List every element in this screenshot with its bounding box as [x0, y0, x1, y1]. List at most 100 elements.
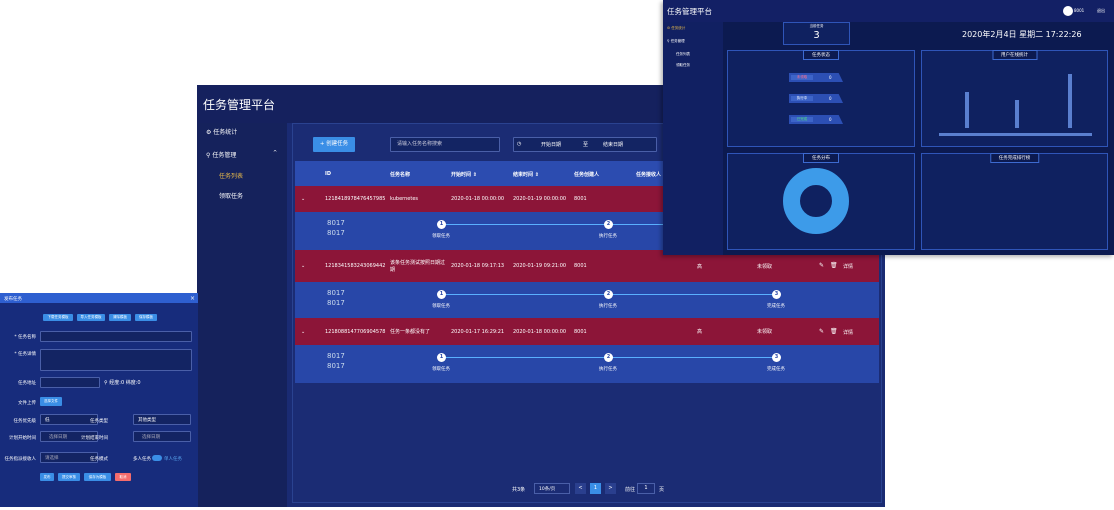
- label: 任务优先级: [13, 419, 37, 424]
- header-cell: 开始时间 ⇕: [451, 172, 477, 178]
- mode-single: 单人任务: [164, 457, 182, 462]
- donut: [783, 168, 849, 234]
- action-button[interactable]: 取消: [115, 473, 131, 481]
- panel-title: 任务分布: [803, 153, 839, 163]
- expand-icon[interactable]: ⌄: [301, 196, 306, 202]
- expand-text: 8017: [327, 289, 345, 297]
- row-dot: [314, 330, 317, 333]
- edit-icon[interactable]: ✎: [819, 262, 825, 269]
- template-button[interactable]: 导入任务模板: [77, 314, 105, 321]
- detail-input[interactable]: [40, 349, 192, 371]
- menu-item[interactable]: ⚲ 任务管理: [667, 39, 685, 43]
- label: 任务指派接收人: [4, 457, 37, 462]
- close[interactable]: ×: [190, 295, 196, 302]
- date-range[interactable]: [513, 137, 657, 152]
- type-select[interactable]: 其他类型: [133, 414, 191, 425]
- template-button[interactable]: 保存模板: [135, 314, 157, 321]
- expand-text: 8017: [327, 352, 345, 360]
- user: 8001: [1074, 8, 1085, 13]
- cell-id: 1218088147706904578: [325, 328, 386, 335]
- table-row: [295, 318, 879, 345]
- app-title: 任务管理平台: [667, 7, 712, 16]
- coords: ⚲ 经度:0 纬度:0: [104, 380, 141, 386]
- label: * 任务详情: [14, 352, 36, 357]
- status-label: 执行中: [791, 96, 813, 101]
- step-number: 1: [437, 353, 446, 362]
- next[interactable]: >: [605, 483, 616, 494]
- menu-item[interactable]: 领取任务: [219, 193, 244, 200]
- expand-text: 8017: [327, 362, 345, 370]
- coords-text: 经度:0 纬度:0: [109, 380, 141, 386]
- expand-row: [295, 345, 879, 383]
- prev[interactable]: <: [575, 483, 586, 494]
- expand-row: [295, 282, 879, 318]
- step-label: 执行任务: [599, 367, 617, 372]
- chevron: ^: [273, 150, 278, 156]
- menu-item[interactable]: 任务列表: [219, 173, 244, 180]
- action-button[interactable]: 发布: [40, 473, 54, 481]
- panel-title: 用户在线统计: [992, 50, 1037, 60]
- menu-item[interactable]: ⚙ 任务统计: [667, 26, 686, 30]
- menu-item[interactable]: 任务列表: [676, 52, 690, 56]
- goto-input[interactable]: 1: [637, 483, 655, 494]
- clock-icon: ◷: [517, 141, 522, 147]
- sidebar: [663, 22, 723, 255]
- search-input[interactable]: 请输入任务名称搜索: [390, 137, 500, 152]
- expand-text: 8017: [327, 219, 345, 227]
- current-value: 3: [813, 30, 820, 41]
- step-number: 3: [772, 290, 781, 299]
- step-number: 2: [604, 290, 613, 299]
- menu-text: 任务统计: [213, 129, 238, 136]
- address-input[interactable]: [40, 377, 100, 388]
- goto: 前往: [625, 487, 636, 493]
- row-dot: [314, 265, 317, 268]
- mode-switch[interactable]: [152, 455, 162, 461]
- datetime: 2020年2月4日 星期二 17:22:26: [962, 30, 1082, 39]
- template-button[interactable]: 下载任务模板: [43, 314, 73, 321]
- step-label: 领取任务: [432, 367, 450, 372]
- upload-button[interactable]: 选择文件: [40, 397, 62, 406]
- cell-id: 1218418978476457985: [325, 196, 386, 202]
- delete-icon[interactable]: 🗑: [830, 327, 838, 335]
- create-button[interactable]: + 创建任务: [313, 137, 355, 152]
- status-label: 未领取: [791, 75, 813, 80]
- priority-select[interactable]: 低: [40, 414, 98, 425]
- total: 共3条: [512, 487, 526, 493]
- detail-link[interactable]: 详情: [843, 329, 854, 336]
- assignee-select[interactable]: 请选择: [40, 452, 98, 463]
- detail-link[interactable]: 详情: [843, 264, 854, 270]
- logout[interactable]: 退出: [1097, 8, 1105, 13]
- panel-title: 任务状态: [803, 50, 839, 60]
- page[interactable]: 1: [590, 483, 601, 494]
- name-input[interactable]: [40, 331, 192, 342]
- menu-item[interactable]: 领取任务: [676, 63, 690, 67]
- template-button[interactable]: 清除模板: [109, 314, 131, 321]
- cell-start: 2020-01-17 16:29:21: [451, 328, 505, 335]
- start-date: 开始日期: [541, 142, 562, 148]
- step-number: 2: [604, 353, 613, 362]
- dialog-header: [0, 293, 198, 303]
- label: 计划开始时间: [9, 436, 36, 441]
- bar: [1015, 100, 1019, 128]
- bar: [965, 92, 969, 128]
- cell-name: 该条任务测试按照日期过期: [390, 260, 446, 273]
- step-label: 执行任务: [599, 234, 617, 239]
- action-button[interactable]: 提交审核: [58, 473, 80, 481]
- app-title: 任务管理平台: [203, 98, 276, 112]
- expand-icon[interactable]: ⌄: [301, 328, 306, 335]
- edit-icon[interactable]: ✎: [819, 327, 825, 335]
- page-unit: 页: [659, 487, 665, 493]
- cell-start: 2020-01-18 09:17:13: [451, 263, 505, 269]
- menu-item[interactable]: ⚙ 任务统计: [206, 129, 238, 136]
- action-button[interactable]: 保存为模板: [84, 473, 111, 481]
- end-date[interactable]: 选择日期: [133, 431, 191, 442]
- cell-priority: 高: [697, 329, 703, 335]
- menu-item[interactable]: ⚲ 任务管理: [206, 152, 237, 159]
- start-date[interactable]: 选择日期: [40, 431, 98, 442]
- page-size[interactable]: 10条/页: [534, 483, 570, 494]
- dialog-title: 发布任务: [4, 297, 22, 302]
- expand-icon[interactable]: ⌄: [301, 263, 306, 269]
- delete-icon[interactable]: 🗑: [830, 262, 838, 269]
- status-value: 0: [829, 96, 832, 101]
- label: 任务地址: [18, 381, 36, 386]
